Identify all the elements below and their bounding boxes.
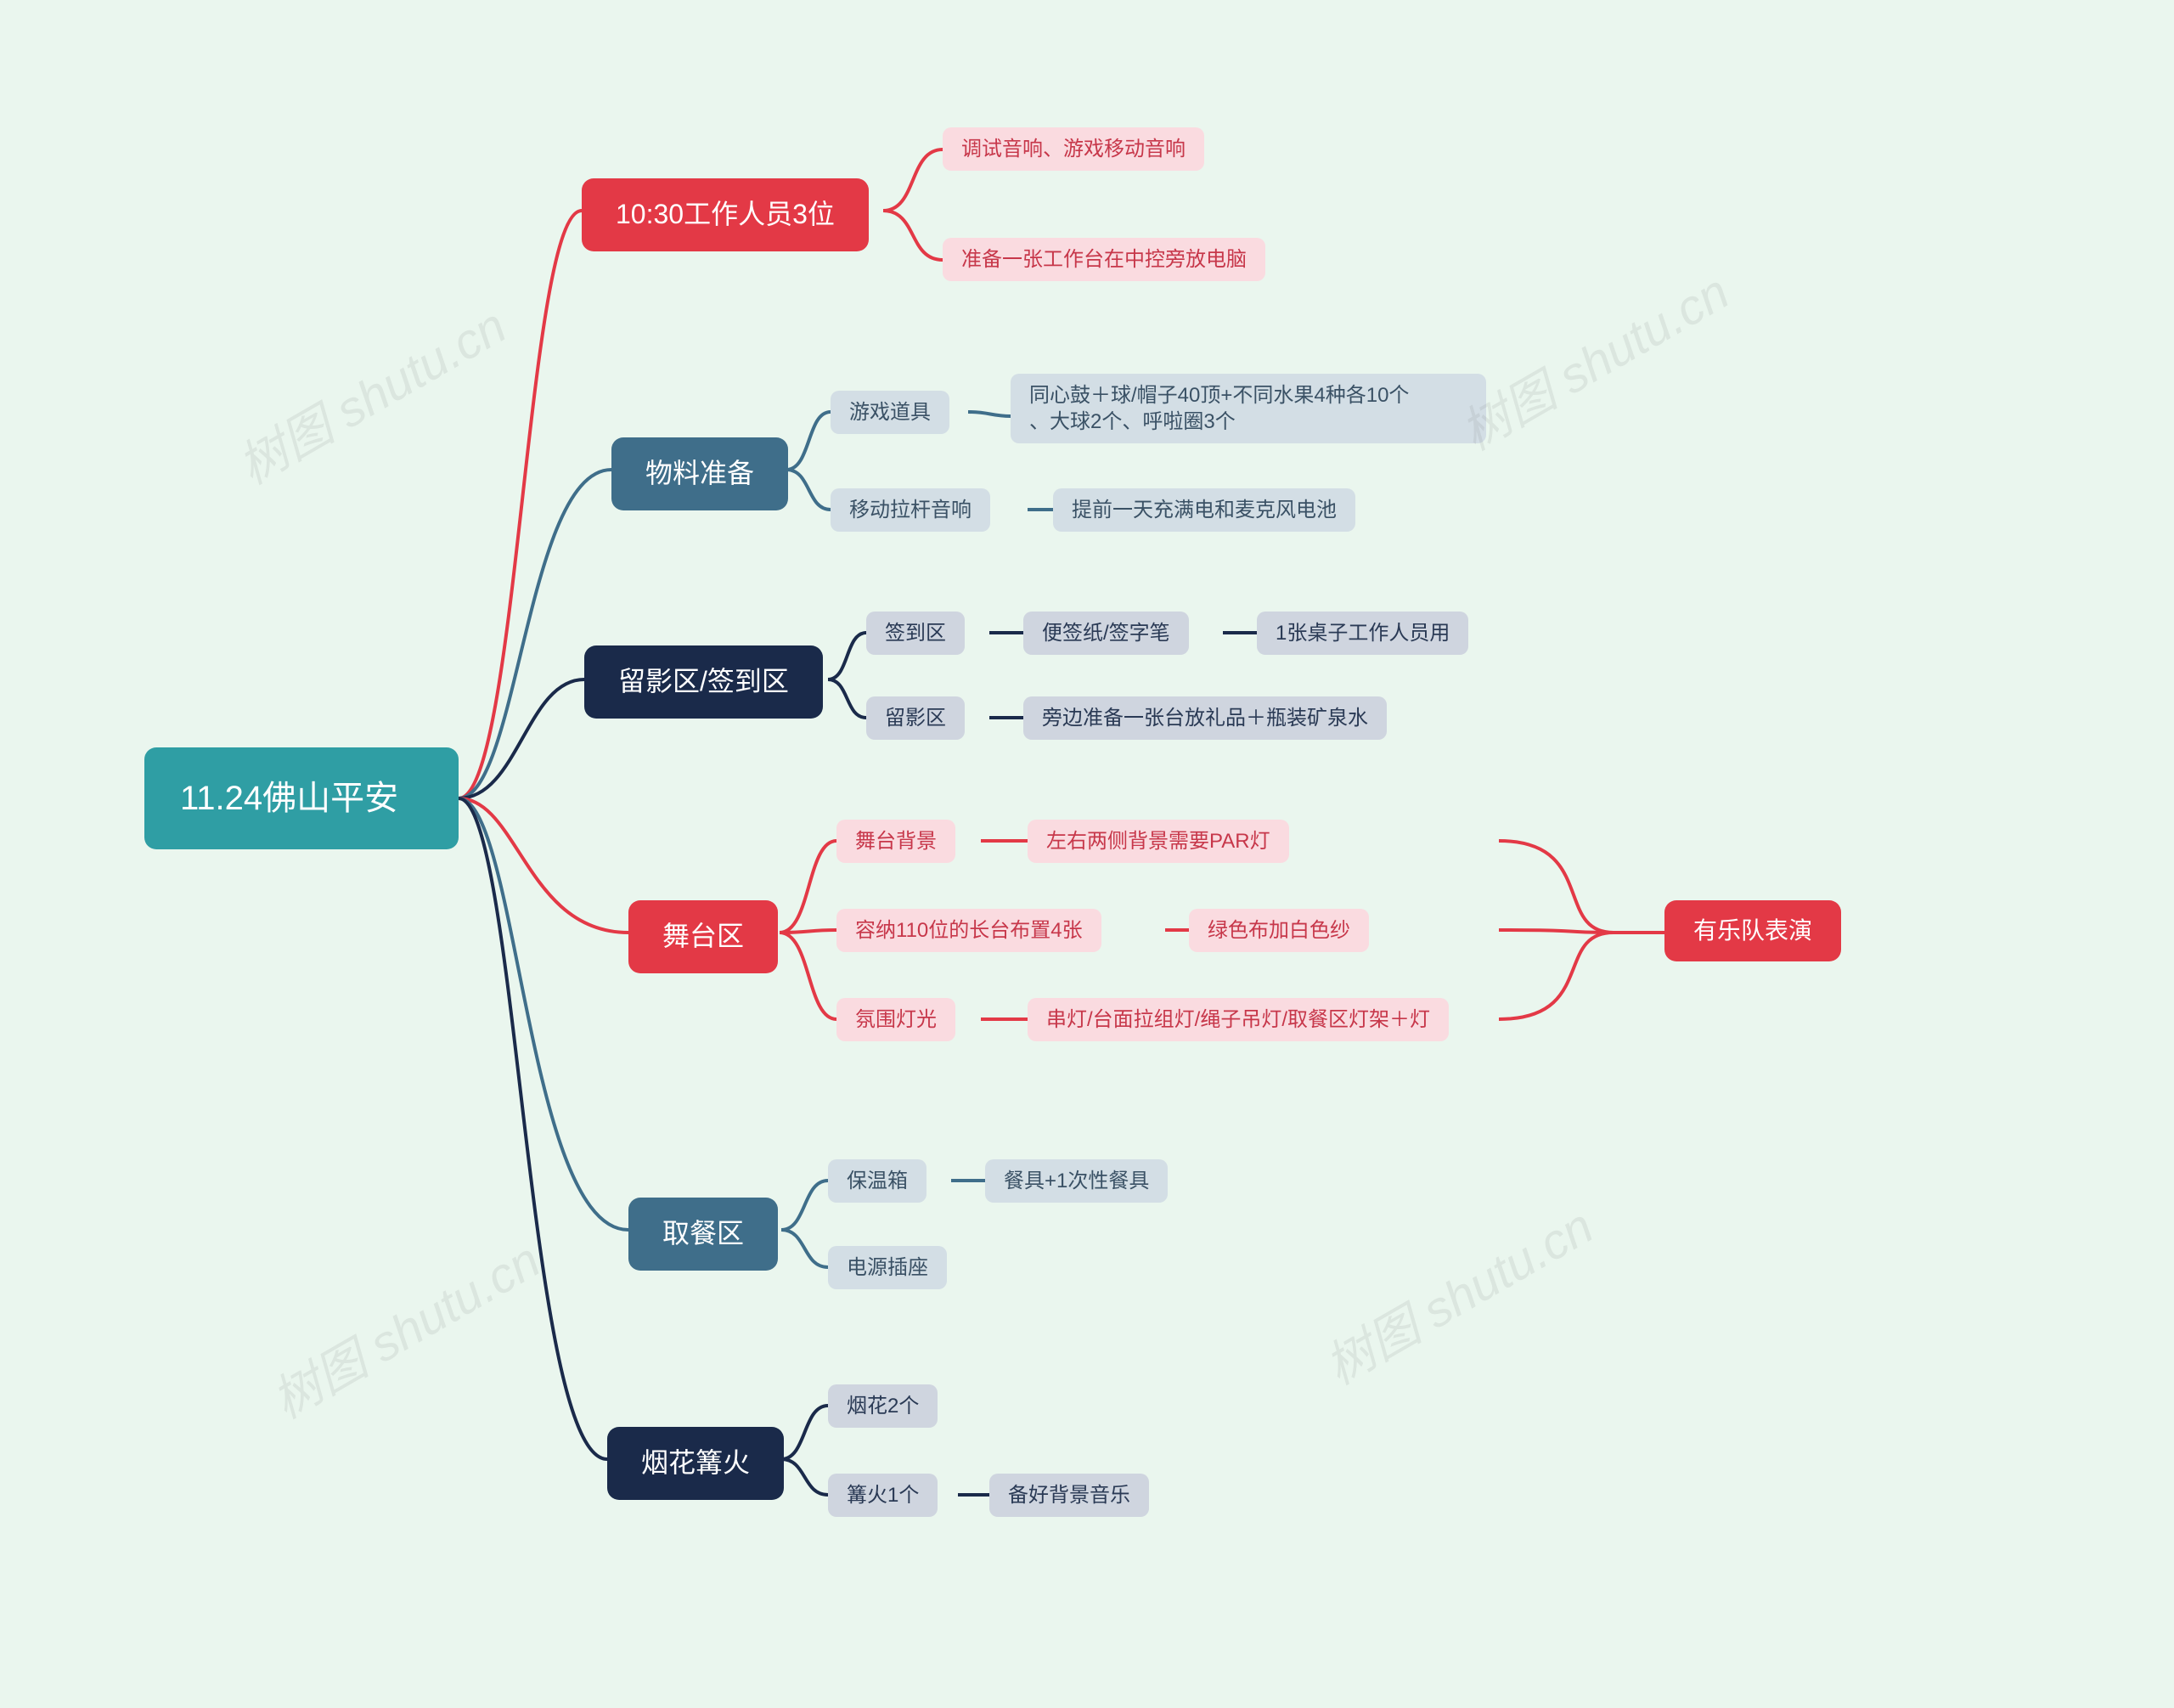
watermark: 树图 shutu.cn (1310, 1187, 1604, 1398)
branch-staff[interactable]: 10:30工作人员3位 (582, 178, 869, 251)
leaf-warmer[interactable]: 保温箱 (828, 1159, 926, 1203)
branch-materials[interactable]: 物料准备 (611, 437, 788, 510)
leaf-signin-area[interactable]: 签到区 (866, 612, 965, 655)
root-node[interactable]: 11.24佛山平安 (144, 747, 459, 849)
leaf-workdesk[interactable]: 准备一张工作台在中控旁放电脑 (943, 238, 1265, 281)
leaf-game-props[interactable]: 游戏道具 (831, 391, 949, 434)
leaf-signin-desk[interactable]: 1张桌子工作人员用 (1257, 612, 1468, 655)
leaf-speaker[interactable]: 移动拉杆音响 (831, 488, 990, 532)
watermark: 树图 shutu.cn (223, 287, 517, 498)
leaf-stage-cloth[interactable]: 绿色布加白色纱 (1189, 909, 1369, 952)
branch-stage[interactable]: 舞台区 (628, 900, 778, 973)
branch-signin[interactable]: 留影区/签到区 (584, 645, 823, 719)
leaf-game-props-detail[interactable]: 同心鼓＋球/帽子40顶+不同水果4种各10个 、大球2个、呼啦圈3个 (1011, 374, 1486, 443)
leaf-stage-ambience[interactable]: 氛围灯光 (836, 998, 955, 1041)
branch-fireworks[interactable]: 烟花篝火 (607, 1427, 784, 1500)
leaf-bonfire[interactable]: 篝火1个 (828, 1474, 938, 1517)
leaf-bgm[interactable]: 备好背景音乐 (989, 1474, 1149, 1517)
mindmap-canvas: 11.24佛山平安 10:30工作人员3位 调试音响、游戏移动音响 准备一张工作… (0, 0, 2174, 1708)
summary-band[interactable]: 有乐队表演 (1664, 900, 1841, 961)
leaf-stage-backdrop[interactable]: 舞台背景 (836, 820, 955, 863)
leaf-photo-gifts[interactable]: 旁边准备一张台放礼品＋瓶装矿泉水 (1023, 696, 1387, 740)
leaf-stage-par[interactable]: 左右两侧背景需要PAR灯 (1028, 820, 1289, 863)
leaf-audio-test[interactable]: 调试音响、游戏移动音响 (943, 127, 1204, 171)
leaf-speaker-charge[interactable]: 提前一天充满电和麦克风电池 (1053, 488, 1355, 532)
branch-dining[interactable]: 取餐区 (628, 1198, 778, 1271)
watermark: 树图 shutu.cn (257, 1221, 551, 1432)
leaf-signin-paper[interactable]: 便签纸/签字笔 (1023, 612, 1189, 655)
leaf-photo-area[interactable]: 留影区 (866, 696, 965, 740)
leaf-stage-lights[interactable]: 串灯/台面拉组灯/绳子吊灯/取餐区灯架＋灯 (1028, 998, 1449, 1041)
leaf-stage-tables[interactable]: 容纳110位的长台布置4张 (836, 909, 1101, 952)
leaf-outlet[interactable]: 电源插座 (828, 1246, 947, 1289)
watermark: 树图 shutu.cn (1446, 253, 1740, 464)
leaf-utensils[interactable]: 餐具+1次性餐具 (985, 1159, 1168, 1203)
leaf-fireworks[interactable]: 烟花2个 (828, 1384, 938, 1428)
